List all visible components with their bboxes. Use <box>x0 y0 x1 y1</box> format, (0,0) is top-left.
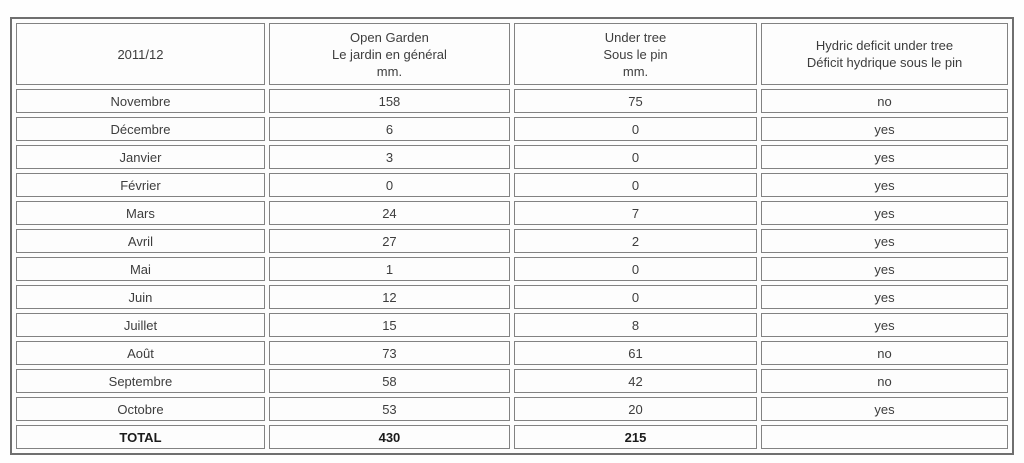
hydric-deficit-cell: yes <box>761 145 1008 169</box>
hydric-deficit-cell: yes <box>761 201 1008 225</box>
open-garden-cell: 1 <box>268 257 510 281</box>
month-cell: Novembre <box>16 89 265 113</box>
open-garden-cell: 58 <box>268 369 510 393</box>
month-cell: Octobre <box>16 397 265 421</box>
table-row: Septembre 58 42 no <box>16 369 1008 393</box>
open-garden-cell: 6 <box>268 117 510 141</box>
header-cell-under-tree: Under tree Sous le pin mm. <box>513 23 758 85</box>
month-cell: Septembre <box>16 369 265 393</box>
total-row: TOTAL 430 215 <box>16 425 1008 449</box>
hydric-deficit-cell: yes <box>761 285 1008 309</box>
header-cell-hydric-deficit: Hydric deficit under tree Déficit hydriq… <box>761 23 1008 85</box>
hydric-deficit-cell: no <box>761 369 1008 393</box>
under-tree-cell: 20 <box>513 397 758 421</box>
table-row: Mai 1 0 yes <box>16 257 1008 281</box>
open-garden-cell: 158 <box>268 89 510 113</box>
under-tree-cell: 2 <box>513 229 758 253</box>
hydric-deficit-cell: yes <box>761 173 1008 197</box>
month-cell: Juin <box>16 285 265 309</box>
total-label-cell: TOTAL <box>16 425 265 449</box>
under-tree-cell: 7 <box>513 201 758 225</box>
hydric-deficit-cell: yes <box>761 117 1008 141</box>
table-row: Octobre 53 20 yes <box>16 397 1008 421</box>
table-row: Décembre 6 0 yes <box>16 117 1008 141</box>
open-garden-cell: 73 <box>268 341 510 365</box>
rainfall-table: 2011/12 Open Garden Le jardin en général… <box>10 17 1014 455</box>
total-under-tree-cell: 215 <box>513 425 758 449</box>
month-cell: Février <box>16 173 265 197</box>
table-row: Février 0 0 yes <box>16 173 1008 197</box>
under-tree-cell: 42 <box>513 369 758 393</box>
month-cell: Décembre <box>16 117 265 141</box>
open-garden-cell: 27 <box>268 229 510 253</box>
under-tree-cell: 61 <box>513 341 758 365</box>
header-cell-year: 2011/12 <box>16 23 265 85</box>
open-garden-cell: 3 <box>268 145 510 169</box>
month-cell: Août <box>16 341 265 365</box>
open-garden-cell: 0 <box>268 173 510 197</box>
under-tree-cell: 0 <box>513 117 758 141</box>
table-row: Mars 24 7 yes <box>16 201 1008 225</box>
total-hydric-deficit-cell <box>761 425 1008 449</box>
table-row: Janvier 3 0 yes <box>16 145 1008 169</box>
open-garden-cell: 24 <box>268 201 510 225</box>
hydric-deficit-cell: yes <box>761 229 1008 253</box>
month-cell: Mars <box>16 201 265 225</box>
month-cell: Avril <box>16 229 265 253</box>
table-header: 2011/12 Open Garden Le jardin en général… <box>16 23 1008 85</box>
under-tree-cell: 0 <box>513 145 758 169</box>
open-garden-cell: 12 <box>268 285 510 309</box>
table-row: Novembre 158 75 no <box>16 89 1008 113</box>
under-tree-cell: 0 <box>513 257 758 281</box>
total-open-garden-cell: 430 <box>268 425 510 449</box>
hydric-deficit-cell: no <box>761 341 1008 365</box>
header-row: 2011/12 Open Garden Le jardin en général… <box>16 23 1008 85</box>
month-cell: Janvier <box>16 145 265 169</box>
table-row: Avril 27 2 yes <box>16 229 1008 253</box>
header-cell-open-garden: Open Garden Le jardin en général mm. <box>268 23 510 85</box>
under-tree-cell: 0 <box>513 285 758 309</box>
table-body: Novembre 158 75 no Décembre 6 0 yes Janv… <box>16 89 1008 449</box>
table-row: Juin 12 0 yes <box>16 285 1008 309</box>
table-row: Août 73 61 no <box>16 341 1008 365</box>
hydric-deficit-cell: yes <box>761 257 1008 281</box>
open-garden-cell: 15 <box>268 313 510 337</box>
under-tree-cell: 0 <box>513 173 758 197</box>
hydric-deficit-cell: yes <box>761 397 1008 421</box>
under-tree-cell: 8 <box>513 313 758 337</box>
hydric-deficit-cell: no <box>761 89 1008 113</box>
hydric-deficit-cell: yes <box>761 313 1008 337</box>
month-cell: Juillet <box>16 313 265 337</box>
table-row: Juillet 15 8 yes <box>16 313 1008 337</box>
month-cell: Mai <box>16 257 265 281</box>
open-garden-cell: 53 <box>268 397 510 421</box>
under-tree-cell: 75 <box>513 89 758 113</box>
